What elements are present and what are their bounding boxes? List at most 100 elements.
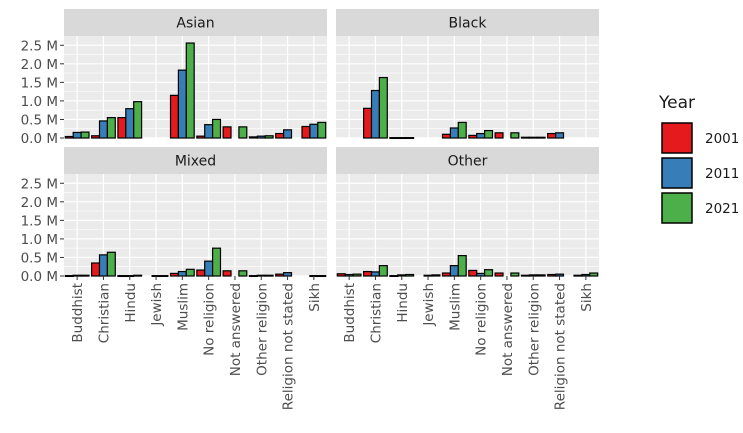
bar-mixed-2001 [248, 275, 258, 278]
x-tick-label: Not answered [228, 283, 244, 376]
legend-key-2021 [661, 192, 693, 224]
bar-asian-2021 [106, 116, 116, 139]
bar-asian-2011 [125, 108, 135, 139]
bar-black-2021 [510, 132, 520, 139]
bar-black-2011 [476, 132, 486, 139]
bar-asian-2021 [317, 121, 327, 139]
bar-other-2001 [441, 272, 452, 277]
bar-other-2011 [344, 273, 354, 277]
facet-strip [64, 147, 327, 174]
bar-black-2001 [363, 107, 373, 139]
bar-asian-2001 [64, 135, 74, 139]
legend-label: 2001 [705, 131, 739, 147]
bar-black-2001 [494, 132, 504, 139]
legend-label: 2021 [705, 201, 739, 217]
bar-mixed-2011 [204, 260, 214, 277]
x-tick-label: Sikh [307, 283, 323, 312]
bar-other-2011 [528, 274, 538, 277]
x-tick-label: Hindu [123, 283, 139, 323]
bar-other-2011 [449, 265, 459, 277]
bar-mixed-2021 [133, 274, 143, 277]
y-tick-label: 1.5 M [21, 213, 58, 229]
bar-other-2001 [494, 272, 504, 277]
bar-black-2011 [397, 137, 407, 140]
bar-asian-2001 [196, 135, 206, 139]
bar-asian-2011 [72, 131, 82, 139]
bar-mixed-2021 [159, 275, 169, 278]
bar-other-2021 [483, 269, 494, 277]
y-tick-label: 2.0 M [21, 57, 58, 73]
y-tick-label: 1.0 M [21, 94, 58, 110]
bar-black-2011 [449, 127, 459, 139]
bar-black-2001 [520, 136, 530, 139]
x-tick-label: Buddhist [342, 283, 358, 343]
x-tick-label: Jewish [149, 283, 165, 327]
bar-mixed-2011 [256, 274, 266, 277]
y-tick-label: 2.5 M [21, 38, 58, 54]
bar-asian-2011 [283, 129, 293, 139]
y-tick-label: 0.0 M [21, 269, 58, 285]
y-tick-label: 0.5 M [21, 250, 58, 266]
bar-asian-2011 [256, 135, 266, 139]
legend-label: 2011 [705, 166, 739, 182]
x-tick-label: Religion not stated [553, 283, 569, 410]
x-tick-label: Jewish [421, 283, 437, 327]
y-tick-label: 2.5 M [21, 176, 58, 192]
x-tick-label: Christian [96, 283, 112, 343]
facet-title: Asian [176, 16, 214, 32]
x-tick-label: Sikh [579, 283, 595, 312]
facet-strip [336, 147, 599, 174]
bar-other-2021 [378, 265, 388, 277]
x-tick-label: No religion [202, 283, 218, 356]
bar-other-2011 [476, 272, 486, 277]
bar-mixed-2001 [91, 262, 101, 277]
bar-black-2021 [483, 129, 494, 139]
y-tick-label: 1.0 M [21, 232, 58, 248]
x-tick-label: No religion [474, 283, 490, 356]
legend-key-2001 [661, 122, 693, 154]
x-tick-label: Other religion [254, 283, 270, 376]
bar-black-2001 [441, 133, 452, 139]
y-tick-label: 1.5 M [21, 75, 58, 91]
bar-other-2021 [457, 255, 467, 277]
bar-black-2011 [528, 136, 538, 139]
bar-mixed-2011 [283, 272, 293, 277]
bar-asian-2011 [98, 120, 108, 139]
bar-mixed-2021 [264, 274, 274, 277]
bar-asian-2001 [117, 116, 127, 139]
y-tick-label: 0.5 M [21, 112, 58, 128]
bar-other-2021 [431, 274, 441, 277]
bar-other-2011 [555, 273, 565, 277]
bar-mixed-2001 [275, 273, 285, 277]
bar-asian-2021 [133, 101, 143, 139]
bar-mixed-2001 [222, 270, 232, 277]
facet-title: Black [449, 16, 488, 32]
bar-mixed-2011 [72, 274, 82, 277]
bar-other-2011 [423, 274, 433, 277]
facet-title: Other [448, 154, 488, 170]
bar-black-2011 [555, 132, 565, 139]
x-tick-label: Religion not stated [281, 283, 297, 410]
bar-asian-2001 [222, 126, 232, 139]
bar-other-2021 [589, 272, 599, 277]
bar-mixed-2001 [64, 275, 74, 278]
bar-other-2011 [581, 273, 591, 277]
bar-other-2021 [405, 273, 415, 277]
facet-strip [336, 9, 599, 36]
bar-other-2001 [389, 275, 399, 278]
bar-other-2011 [370, 271, 380, 277]
bar-asian-2001 [248, 136, 258, 139]
bar-other-2021 [536, 274, 546, 277]
bar-asian-2021 [238, 126, 248, 139]
x-tick-label: Muslim [447, 283, 463, 331]
bar-asian-2001 [169, 94, 180, 139]
bar-mixed-2021 [80, 274, 90, 277]
x-tick-label: Not answered [500, 283, 516, 376]
bar-mixed-2011 [177, 270, 187, 277]
bar-mixed-2021 [317, 275, 327, 278]
facet-title: Mixed [175, 154, 216, 170]
bar-mixed-2021 [238, 270, 248, 277]
bar-asian-2021 [264, 135, 274, 139]
bar-asian-2021 [80, 131, 90, 139]
